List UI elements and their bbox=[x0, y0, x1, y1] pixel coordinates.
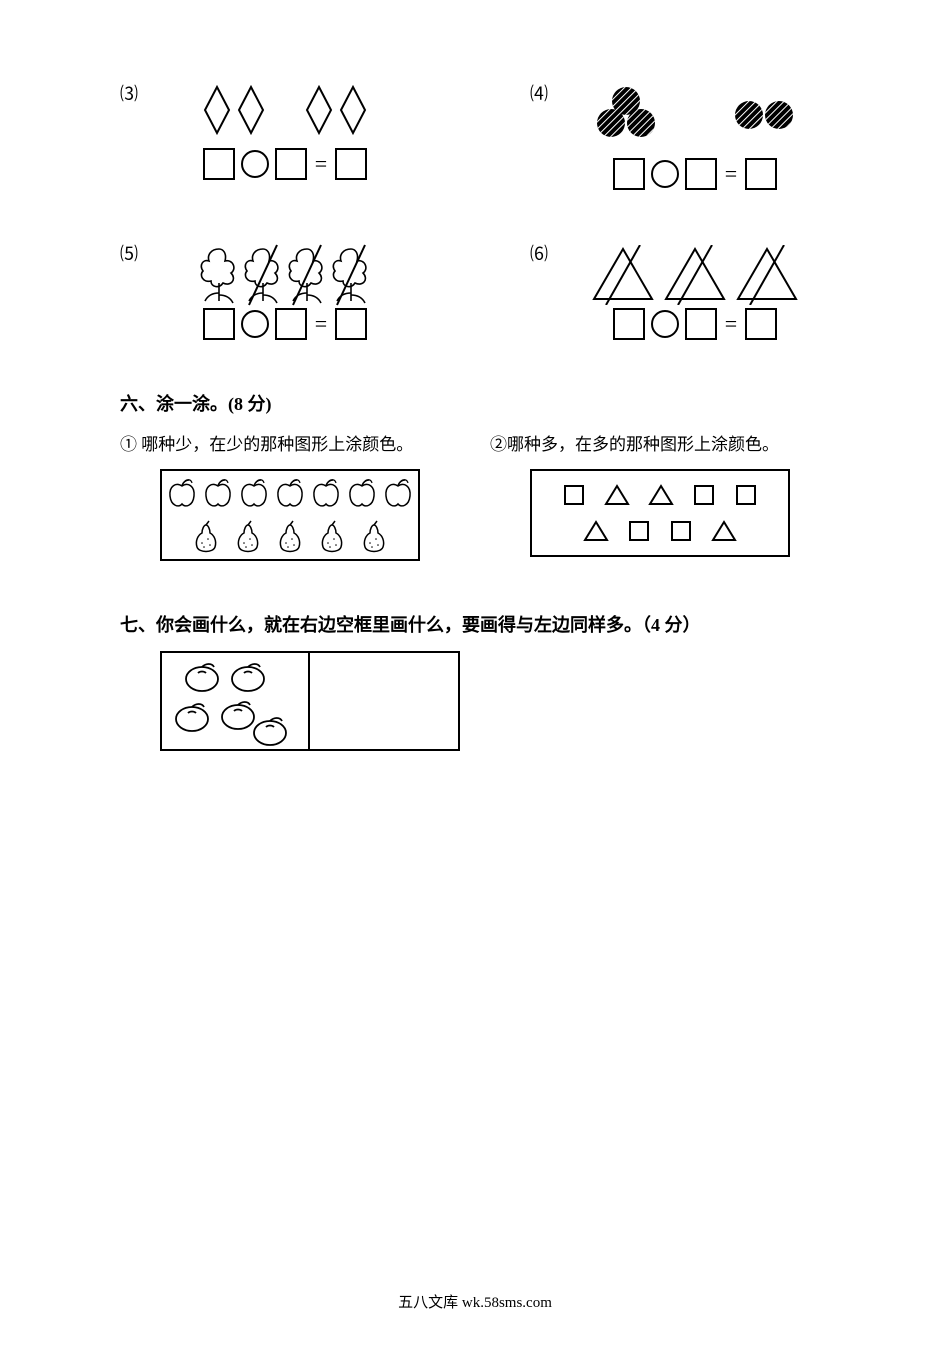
problem-5: ⑸ bbox=[120, 240, 420, 340]
section-6-sub1: ① 哪种少，在少的那种图形上涂颜色。 bbox=[120, 430, 460, 455]
panel-apples-pears bbox=[160, 469, 420, 561]
apple-icon bbox=[347, 476, 377, 510]
diamond-icon bbox=[304, 85, 334, 135]
panel-draw-left bbox=[162, 653, 310, 749]
problem-6-figures bbox=[530, 240, 830, 310]
equals-sign: = bbox=[723, 161, 739, 187]
problem-3-figures bbox=[120, 80, 420, 140]
problem-5-figures bbox=[120, 240, 420, 310]
shapes-row-2 bbox=[532, 513, 788, 549]
small-triangle-icon bbox=[648, 483, 674, 507]
small-triangle-icon bbox=[583, 519, 609, 543]
apple-icon bbox=[275, 476, 305, 510]
flower-icon bbox=[197, 243, 241, 307]
operator-circle[interactable] bbox=[241, 150, 269, 178]
section-6-col-2: ②哪种多，在多的那种图形上涂颜色。 bbox=[490, 430, 830, 557]
equals-sign: = bbox=[723, 311, 739, 337]
panel-draw-right[interactable] bbox=[310, 653, 458, 749]
equals-sign: = bbox=[313, 311, 329, 337]
answer-box[interactable] bbox=[275, 308, 307, 340]
diamond-icon bbox=[236, 85, 266, 135]
operator-circle[interactable] bbox=[651, 160, 679, 188]
diamond-icon bbox=[202, 85, 232, 135]
problem-4-equation: = bbox=[530, 158, 830, 190]
apple-icon bbox=[167, 476, 197, 510]
pears-row bbox=[162, 515, 418, 559]
hatched-circles-icon bbox=[591, 85, 661, 145]
row-3-4: ⑶ = ⑷ bbox=[120, 80, 830, 190]
section-7-body bbox=[120, 651, 830, 751]
answer-box[interactable] bbox=[685, 308, 717, 340]
problem-5-label: ⑸ bbox=[120, 240, 138, 266]
small-square-icon bbox=[734, 483, 758, 507]
panel-draw bbox=[160, 651, 460, 751]
answer-box[interactable] bbox=[335, 148, 367, 180]
answer-box[interactable] bbox=[203, 148, 235, 180]
flower-crossed-icon bbox=[285, 243, 329, 307]
problem-6: ⑹ = bbox=[530, 240, 830, 340]
section-6-heading: 六、涂一涂。(8 分) bbox=[120, 390, 830, 416]
small-square-icon bbox=[627, 519, 651, 543]
flower-crossed-icon bbox=[329, 243, 373, 307]
small-triangle-icon bbox=[711, 519, 737, 543]
small-triangle-icon bbox=[604, 483, 630, 507]
triangle-crossed-icon bbox=[734, 245, 800, 305]
answer-box[interactable] bbox=[275, 148, 307, 180]
apple-icon bbox=[383, 476, 413, 510]
apple-icon bbox=[239, 476, 269, 510]
triangle-crossed-icon bbox=[662, 245, 728, 305]
answer-box[interactable] bbox=[613, 158, 645, 190]
pear-icon bbox=[276, 519, 304, 555]
section-7-heading: 七、你会画什么，就在右边空框里画什么，要画得与左边同样多。（4 分） bbox=[120, 611, 830, 637]
problem-3-equation: = bbox=[120, 148, 420, 180]
problem-4: ⑷ = bbox=[530, 80, 830, 190]
section-6-row: ① 哪种少，在少的那种图形上涂颜色。 bbox=[120, 430, 830, 561]
problem-5-equation: = bbox=[120, 308, 420, 340]
page-footer: 五八文库 wk.58sms.com bbox=[0, 1291, 950, 1312]
section-6-sub2: ②哪种多，在多的那种图形上涂颜色。 bbox=[490, 430, 830, 455]
pear-icon bbox=[192, 519, 220, 555]
answer-box[interactable] bbox=[745, 308, 777, 340]
problem-4-figures bbox=[530, 80, 830, 150]
hatched-circles-icon bbox=[729, 85, 799, 145]
small-square-icon bbox=[562, 483, 586, 507]
problem-3-label: ⑶ bbox=[120, 80, 138, 106]
small-square-icon bbox=[669, 519, 693, 543]
answer-box[interactable] bbox=[613, 308, 645, 340]
answer-box[interactable] bbox=[685, 158, 717, 190]
operator-circle[interactable] bbox=[651, 310, 679, 338]
apple-icon bbox=[203, 476, 233, 510]
panel-shapes bbox=[530, 469, 790, 557]
pear-icon bbox=[360, 519, 388, 555]
equals-sign: = bbox=[313, 151, 329, 177]
shapes-row-1 bbox=[532, 477, 788, 513]
triangle-crossed-icon bbox=[590, 245, 656, 305]
apple-icon bbox=[311, 476, 341, 510]
problem-3: ⑶ = bbox=[120, 80, 420, 190]
row-5-6: ⑸ bbox=[120, 240, 830, 340]
apples-row bbox=[162, 471, 418, 515]
pear-icon bbox=[318, 519, 346, 555]
answer-box[interactable] bbox=[745, 158, 777, 190]
section-6-col-1: ① 哪种少，在少的那种图形上涂颜色。 bbox=[120, 430, 460, 561]
problem-6-equation: = bbox=[530, 308, 830, 340]
answer-box[interactable] bbox=[335, 308, 367, 340]
problem-4-label: ⑷ bbox=[530, 80, 548, 106]
operator-circle[interactable] bbox=[241, 310, 269, 338]
diamond-icon bbox=[338, 85, 368, 135]
fruit-cluster-icon bbox=[162, 653, 312, 753]
answer-box[interactable] bbox=[203, 308, 235, 340]
problem-6-label: ⑹ bbox=[530, 240, 548, 266]
flower-crossed-icon bbox=[241, 243, 285, 307]
pear-icon bbox=[234, 519, 262, 555]
small-square-icon bbox=[692, 483, 716, 507]
